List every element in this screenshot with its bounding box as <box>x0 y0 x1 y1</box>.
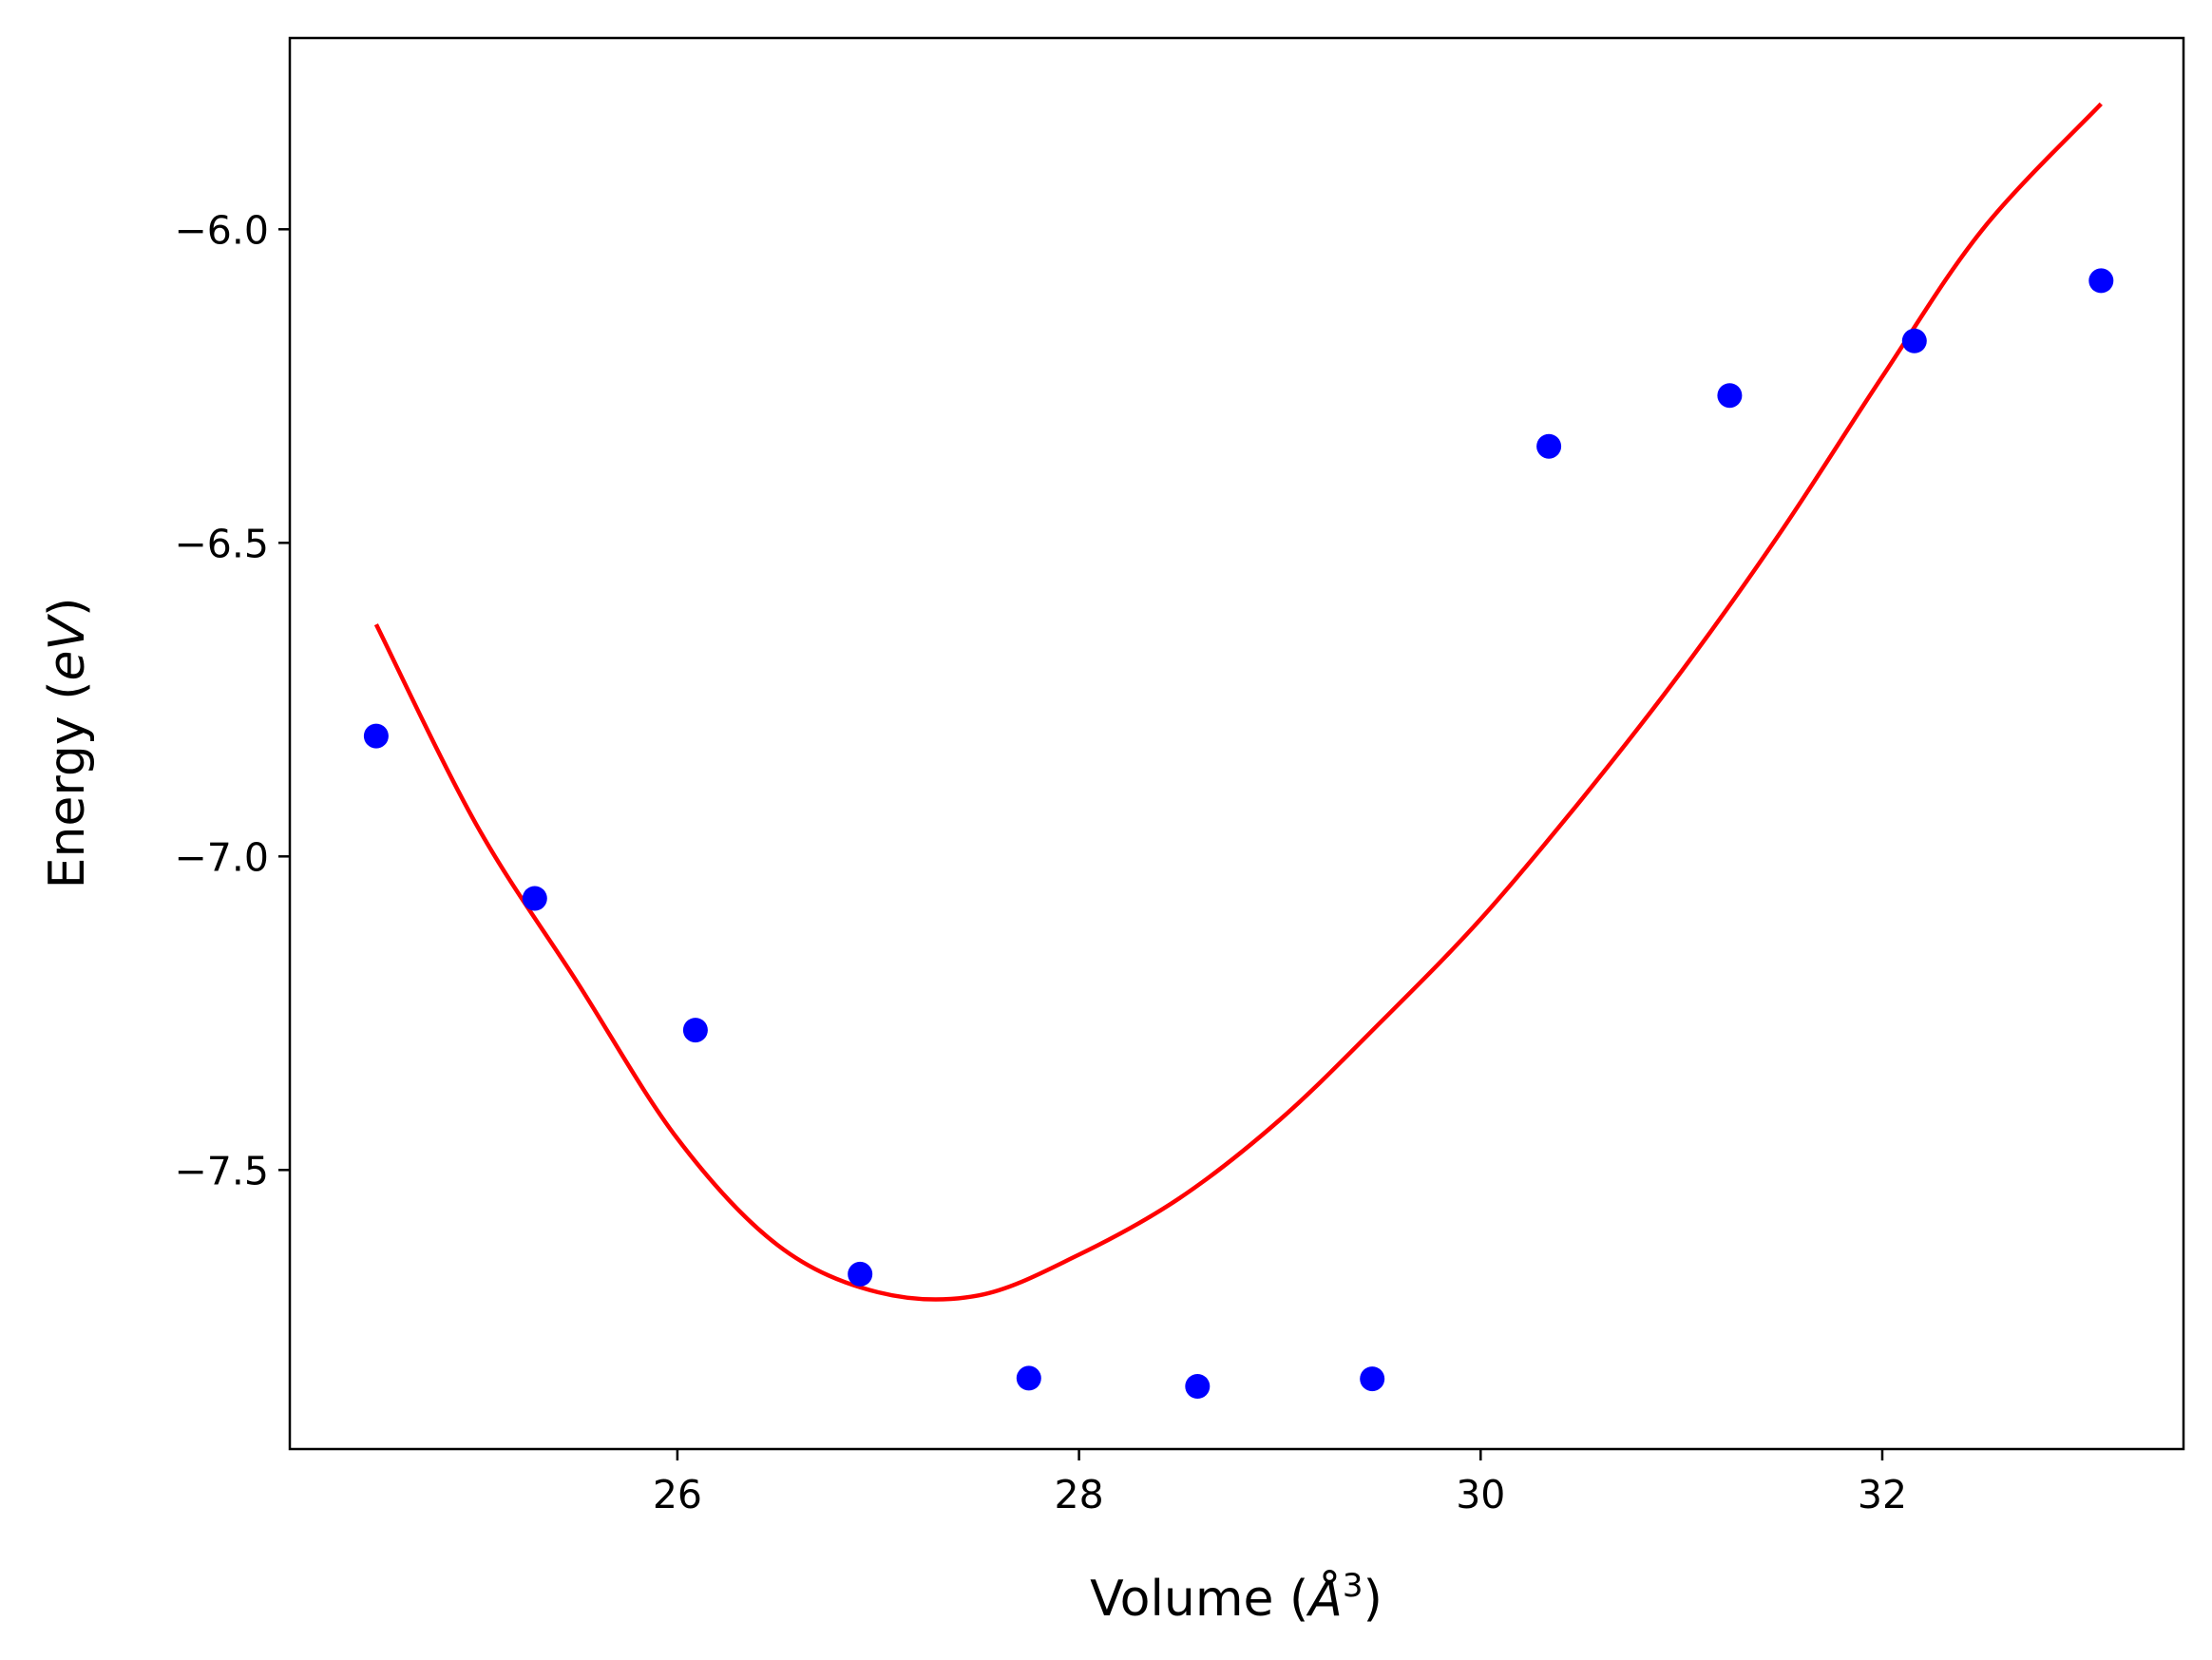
y-tick-label: −6.5 <box>174 521 269 566</box>
fit-curve-layer <box>373 102 2103 1302</box>
data-point <box>848 1261 873 1287</box>
y-tick-label: −7.5 <box>174 1148 269 1193</box>
y-axis: −6.0 −6.5 −7.0 −7.5 <box>174 207 290 1193</box>
data-point <box>1536 433 1562 459</box>
data-point <box>1016 1365 1041 1391</box>
data-point <box>1185 1374 1211 1399</box>
data-point <box>682 1018 708 1043</box>
x-axis: 26 28 30 32 <box>653 1449 1907 1517</box>
data-points-layer <box>363 268 2114 1399</box>
x-tick-label: 30 <box>1456 1472 1505 1517</box>
data-point <box>522 886 547 911</box>
data-point <box>363 723 389 749</box>
x-tick-label: 28 <box>1055 1472 1104 1517</box>
x-tick-label: 26 <box>653 1472 702 1517</box>
data-point <box>1717 383 1743 409</box>
data-point <box>1360 1366 1385 1392</box>
plot-frame <box>288 36 2185 1451</box>
x-tick-label: 32 <box>1858 1472 1907 1517</box>
x-axis-label: Volume (Å3) <box>1090 1567 1382 1628</box>
y-tick-label: −7.0 <box>174 834 269 880</box>
y-tick-label: −6.0 <box>174 207 269 253</box>
data-point <box>1901 328 1927 353</box>
y-axis-label: Energy (eV) <box>39 598 96 889</box>
fit-curve <box>373 102 2103 1302</box>
data-point <box>2088 268 2114 294</box>
